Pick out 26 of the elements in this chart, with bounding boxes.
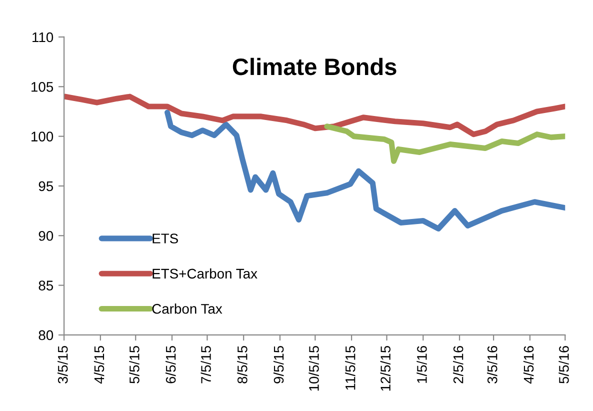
legend-label: ETS — [152, 234, 178, 244]
y-tick-label: 90 — [38, 230, 54, 241]
x-tick-label: 4/5/16 — [523, 346, 534, 384]
x-tick-label: 3/5/15 — [58, 346, 68, 384]
x-tick-label: 3/5/16 — [487, 346, 498, 384]
x-tick-label: 6/5/15 — [166, 346, 176, 384]
x-tick-label: 5/5/16 — [558, 346, 569, 384]
text: Climate Bonds — [232, 58, 396, 76]
x-tick-label: 2/5/16 — [453, 346, 464, 384]
y-tick-label: 95 — [38, 181, 54, 192]
x-tick-label: 11/5/15 — [345, 346, 356, 390]
x-tick-label: 9/5/15 — [273, 346, 284, 384]
y-tick-label: 110 — [32, 32, 54, 42]
x-tick-label: 1/5/16 — [416, 346, 427, 383]
x-tick-label: 10/5/15 — [308, 346, 319, 391]
y-tick-label: 100 — [32, 132, 54, 142]
x-tick-label: 4/5/15 — [94, 346, 104, 384]
y-tick-label: 105 — [32, 82, 54, 92]
x-tick-label: 5/5/15 — [129, 346, 140, 384]
x-tick-label: 8/5/15 — [237, 346, 248, 384]
legend-label: ETS+Carbon Tax — [152, 268, 258, 279]
x-tick-label: 12/5/15 — [380, 346, 390, 391]
x-tick-label: 7/5/15 — [200, 346, 211, 384]
legend-label: Carbon Tax — [152, 304, 222, 314]
y-tick-label: 85 — [38, 280, 54, 290]
y-tick-label: 80 — [38, 330, 54, 340]
